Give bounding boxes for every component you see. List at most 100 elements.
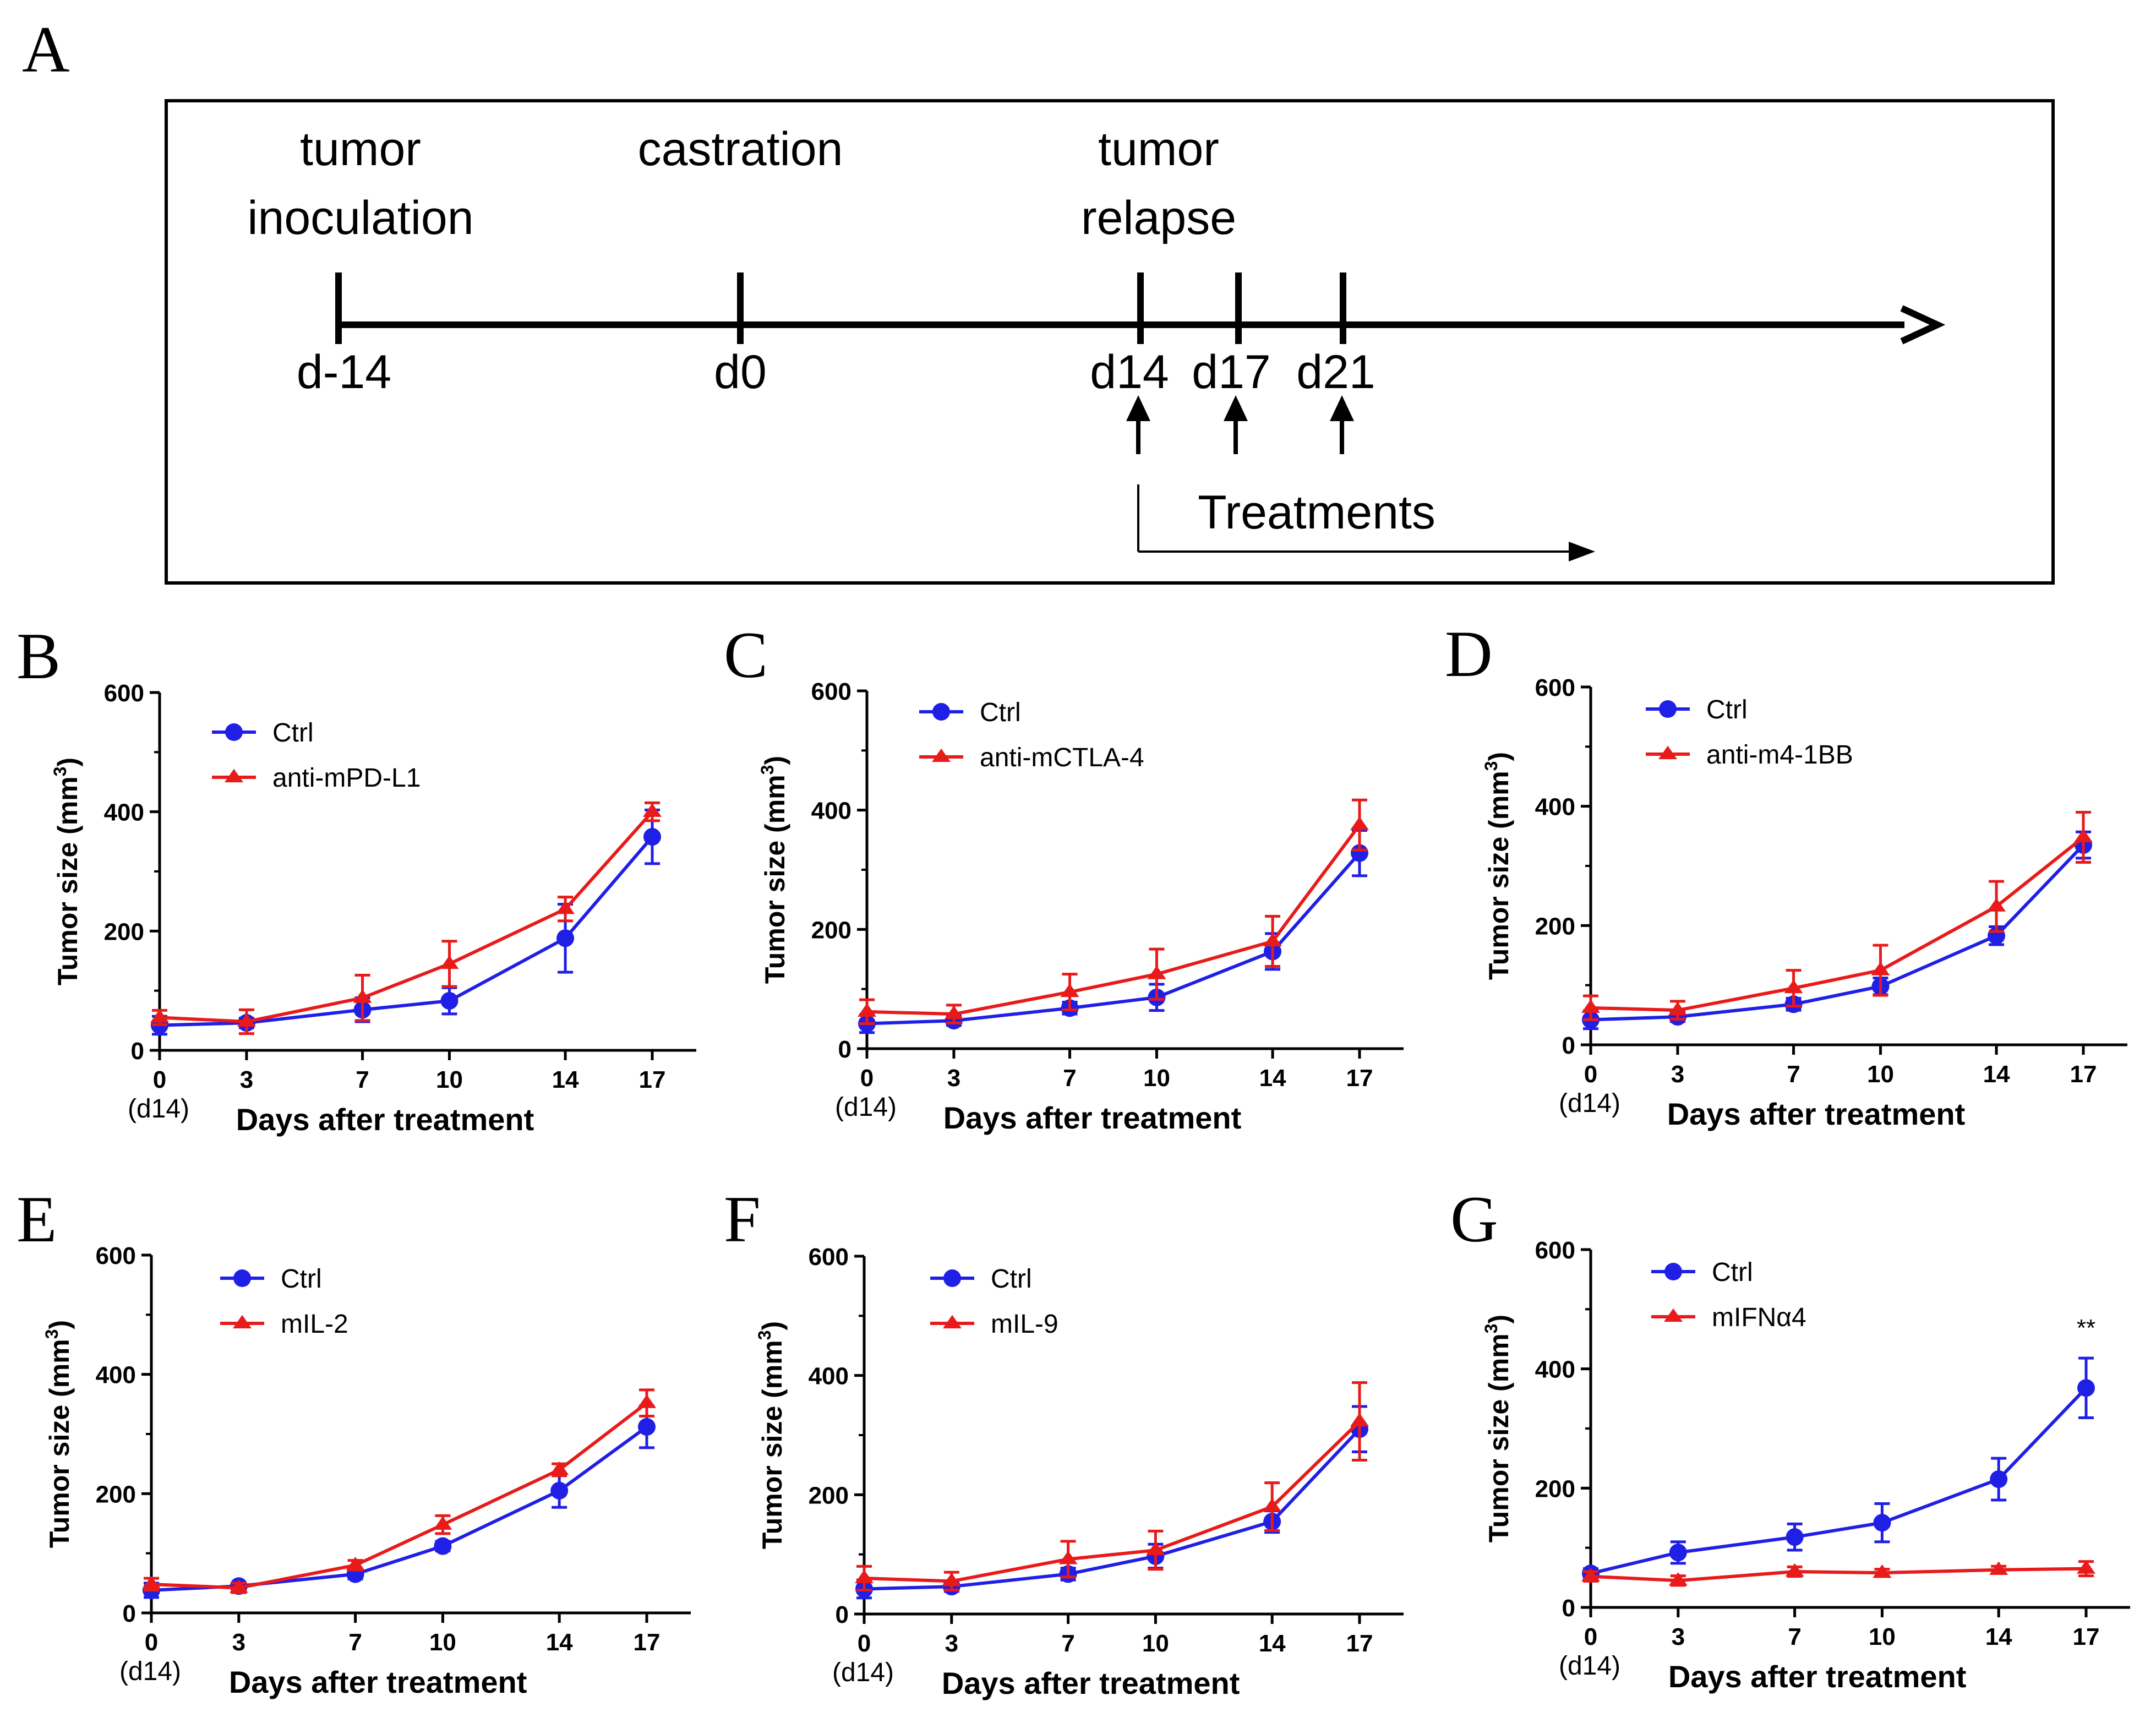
y-tick-label: 200: [1535, 913, 1575, 940]
day-label-d14: d14: [1090, 346, 1169, 399]
x-tick-label: 7: [348, 1629, 362, 1656]
data-point: [638, 1418, 656, 1436]
x-tick-label: 17: [639, 1066, 666, 1093]
series-treatment: [142, 1388, 656, 1594]
data-point: [1263, 1498, 1282, 1512]
legend-marker: [943, 1269, 961, 1287]
panel-label: C: [724, 618, 768, 691]
legend-item-treatment: anti-m4-1BB: [1646, 740, 1853, 770]
series-ctrl: [143, 1404, 656, 1599]
data-point: [1581, 1568, 1600, 1582]
panel-label: E: [17, 1182, 57, 1256]
panel-label: G: [1450, 1182, 1498, 1256]
data-point: [1060, 983, 1079, 997]
y-tick-label: 0: [838, 1036, 852, 1063]
x-axis-title: Days after treatment: [1668, 1659, 1967, 1694]
data-point: [637, 1394, 656, 1408]
legend-marker: [943, 1315, 962, 1329]
y-tick-label: 0: [1562, 1595, 1575, 1622]
legend-marker: [1664, 1263, 1682, 1280]
data-point: [1785, 1563, 1804, 1577]
legend-item-treatment: anti-mPD-L1: [212, 764, 421, 793]
x-sublabel: (d14): [1559, 1651, 1620, 1681]
event-title-inoculation-2: inoculation: [247, 192, 473, 244]
y-axis-title: Tumor size (mm3): [1481, 1315, 1514, 1542]
series-line: [866, 852, 1361, 1026]
data-point: [433, 1516, 452, 1530]
x-tick-label: 3: [232, 1629, 245, 1656]
y-tick-label: 400: [96, 1362, 136, 1389]
x-tick-label: 14: [1259, 1065, 1286, 1092]
x-tick-label: 0: [1584, 1061, 1597, 1088]
series-line: [151, 1425, 648, 1592]
x-tick-label: 3: [240, 1066, 253, 1093]
y-axis-title: Tumor size (mm3): [1481, 752, 1514, 980]
y-axis-title: Tumor size (mm3): [755, 1321, 788, 1549]
legend-item-treatment: mIL-2: [220, 1310, 348, 1339]
day-label-d-14: d-14: [297, 346, 391, 399]
series-line: [864, 1420, 1361, 1583]
data-point: [944, 1005, 963, 1019]
y-tick-label: 400: [1535, 794, 1575, 821]
y-tick-label: 0: [836, 1601, 849, 1628]
event-title-relapse-1: tumor: [1098, 123, 1219, 176]
y-tick-label: 0: [1562, 1032, 1575, 1059]
x-tick-label: 10: [1142, 1630, 1169, 1657]
panel-f: F 0 200 400 600 0 3 7 10 14 17 (d14) Days after trea…: [724, 1182, 1404, 1700]
legend-item-ctrl: Ctrl: [930, 1264, 1032, 1294]
treatment-arrow-d14: [1126, 395, 1150, 454]
data-point: [942, 1573, 961, 1586]
day-label-d0: d0: [714, 346, 767, 399]
data-point: [1873, 1564, 1892, 1578]
timeline-arrowhead-icon: [1900, 305, 1946, 345]
series-line: [159, 836, 654, 1027]
x-tick-label: 10: [1867, 1061, 1894, 1088]
y-tick-label: 200: [811, 917, 852, 944]
data-point: [1873, 1514, 1891, 1532]
data-point: [858, 1003, 876, 1017]
legend-label: Ctrl: [1712, 1258, 1753, 1287]
y-tick-label: 600: [96, 1242, 136, 1269]
x-tick-label: 0: [860, 1065, 874, 1092]
legend-item-ctrl: Ctrl: [220, 1264, 322, 1294]
data-point: [1263, 933, 1282, 947]
legend-label: Ctrl: [1706, 695, 1748, 724]
y-tick-label: 200: [96, 1481, 136, 1508]
legend-item-treatment: mIFNα4: [1651, 1303, 1806, 1332]
legend-item-treatment: anti-mCTLA-4: [919, 743, 1144, 772]
legend-marker: [225, 723, 243, 741]
panel-label: B: [17, 619, 61, 693]
data-point: [1669, 1544, 1687, 1562]
series-ctrl: [1582, 830, 2092, 1031]
series-treatment: [855, 1381, 1369, 1592]
y-axis-title: Tumor size (mm3): [42, 1320, 75, 1548]
treatment-arrow-d17: [1224, 395, 1248, 454]
series-treatment: [150, 801, 662, 1035]
series-ctrl: [1582, 1356, 2095, 1583]
x-tick-label: 14: [546, 1629, 573, 1656]
x-tick-label: 0: [858, 1630, 871, 1657]
series-treatment: [1581, 1560, 2095, 1587]
legend-label: mIFNα4: [1712, 1303, 1806, 1332]
x-tick-label: 10: [436, 1066, 463, 1093]
y-tick-label: 400: [104, 799, 144, 826]
data-point: [1786, 1528, 1804, 1546]
data-point: [1581, 999, 1600, 1013]
series-line: [864, 1428, 1361, 1591]
data-point: [643, 828, 661, 846]
legend-item-treatment: mIL-9: [930, 1310, 1058, 1339]
x-tick-label: 0: [1584, 1623, 1597, 1650]
legend-marker: [932, 748, 951, 762]
series-line: [1590, 836, 2084, 1012]
series-line: [1590, 844, 2085, 1022]
y-tick-label: 400: [1535, 1356, 1575, 1383]
legend-label: anti-mCTLA-4: [980, 743, 1144, 772]
data-point: [550, 1461, 569, 1475]
x-tick-label: 17: [2073, 1623, 2100, 1650]
data-point: [643, 803, 662, 817]
series-line: [1590, 1567, 2087, 1583]
legend-label: Ctrl: [281, 1264, 322, 1294]
panel-a-label: A: [22, 13, 70, 86]
x-tick-label: 7: [1788, 1623, 1801, 1650]
x-tick-label: 14: [1983, 1061, 2010, 1088]
